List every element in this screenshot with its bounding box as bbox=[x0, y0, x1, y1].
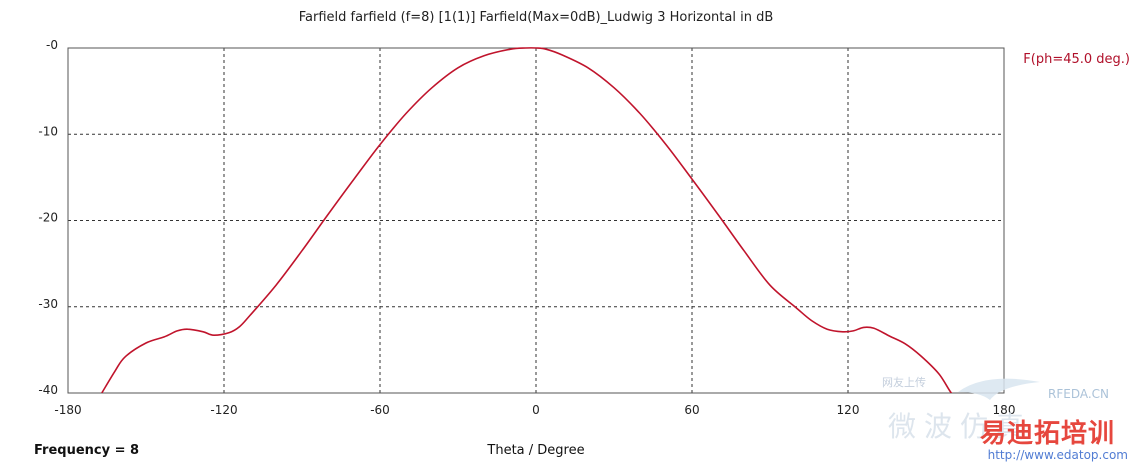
y-axis-ticks: -0 -10 -20 -30 -40 bbox=[38, 38, 58, 397]
x-axis-label: Theta / Degree bbox=[486, 443, 584, 458]
y-tick-label: -0 bbox=[46, 38, 58, 52]
watermark-site: http://www.edatop.com bbox=[988, 448, 1128, 462]
x-tick-label: 120 bbox=[837, 403, 860, 417]
legend-entry: F(ph=45.0 deg.) bbox=[1023, 52, 1130, 67]
x-tick-label: 0 bbox=[532, 403, 540, 417]
y-tick-label: -10 bbox=[38, 124, 58, 138]
series-line bbox=[101, 47, 953, 393]
watermark-rfeda: RFEDA.CN bbox=[1048, 387, 1109, 401]
watermark-faint-cn: 微波仿真 bbox=[888, 410, 1032, 443]
x-tick-label: -120 bbox=[210, 403, 237, 417]
x-tick-label: 180 bbox=[993, 403, 1016, 417]
y-tick-label: -20 bbox=[38, 211, 58, 225]
y-tick-label: -40 bbox=[38, 383, 58, 397]
y-tick-label: -30 bbox=[38, 297, 58, 311]
grid-lines bbox=[68, 48, 1004, 393]
x-tick-label: 60 bbox=[684, 403, 699, 417]
x-tick-label: -60 bbox=[370, 403, 390, 417]
x-tick-label: -180 bbox=[54, 403, 81, 417]
x-axis-ticks: -180 -120 -60 0 60 120 180 bbox=[54, 403, 1015, 417]
watermark-brand: 易迪拓培训 bbox=[980, 419, 1115, 449]
frequency-label: Frequency = 8 bbox=[34, 443, 139, 458]
watermark-small-cn: 网友上传 bbox=[882, 375, 926, 389]
watermark: 网友上传 RFEDA.CN 微波仿真 易迪拓培训 http://www.edat… bbox=[882, 375, 1128, 462]
chart-title: Farfield farfield (f=8) [1(1)] Farfield(… bbox=[299, 10, 774, 25]
watermark-wing-icon bbox=[958, 378, 1040, 400]
